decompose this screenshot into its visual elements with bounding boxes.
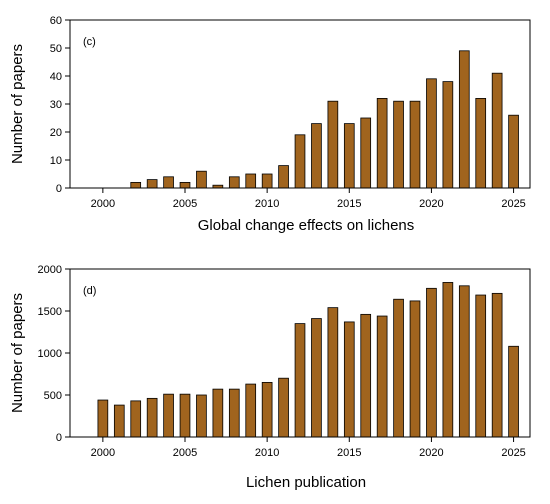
x-axis-title: Lichen publication (246, 474, 366, 491)
bar-2023 (475, 98, 487, 189)
bar-2000 (97, 399, 109, 438)
bar-2011 (278, 165, 289, 189)
bar-2021 (442, 81, 454, 189)
bar-2016 (360, 313, 372, 438)
bar-2018 (393, 100, 404, 189)
x-tick-label: 2005 (173, 198, 197, 210)
chart-panel-d: 0 500 1000 1500 2000 2000 2005 2010 2015 2020 2025… (9, 264, 531, 491)
bar-2005 (179, 181, 191, 189)
bar-2024 (491, 72, 503, 189)
bar-2016 (360, 117, 372, 189)
bar-2004 (163, 176, 174, 189)
y-tick-label: 500 (44, 390, 62, 402)
bar-2004 (163, 393, 174, 438)
y-tick-label: 0 (56, 183, 62, 195)
chart-panel-c: 0 10 20 30 40 50 60 2000 2005 2010 2015 2020 2025 (c)… (9, 15, 531, 234)
bar-2002 (130, 400, 142, 438)
bar-2005 (179, 393, 191, 438)
bar-2009 (245, 173, 257, 189)
y-tick-label: 50 (50, 43, 62, 55)
bar-2008 (228, 388, 240, 438)
bar-2022 (458, 285, 470, 438)
bar-2022 (458, 50, 470, 189)
x-tick-label: 2010 (255, 198, 279, 210)
x-tick-label: 2005 (173, 447, 197, 459)
x-tick-label: 2000 (91, 447, 115, 459)
bar-2025 (508, 345, 519, 438)
bar-2017 (376, 315, 388, 438)
bar-2013 (311, 123, 322, 189)
bar-2015 (343, 123, 355, 189)
x-tick-label: 2020 (419, 198, 443, 210)
bar-2021 (442, 282, 454, 438)
bar-2006 (196, 170, 207, 189)
bar-2024 (491, 292, 503, 438)
bar-2001 (113, 404, 125, 438)
bar-2010 (261, 381, 273, 438)
bar-2014 (327, 307, 339, 438)
bar-2006 (196, 394, 207, 438)
bar-2020 (426, 78, 437, 189)
bar-2020 (426, 287, 437, 438)
bar-2017 (376, 98, 388, 189)
y-tick-label: 20 (50, 127, 62, 139)
bar-2019 (409, 100, 421, 189)
panel-label: (d) (83, 285, 96, 297)
bar-2011 (278, 377, 289, 438)
x-tick-label: 2010 (255, 447, 279, 459)
bar-2023 (475, 294, 487, 438)
bar-2014 (327, 100, 339, 189)
bar-2009 (245, 383, 257, 438)
bar-2013 (311, 318, 322, 438)
bar-2025 (508, 114, 519, 189)
bar-2018 (393, 298, 404, 438)
bar-2012 (294, 323, 306, 438)
y-tick-label: 0 (56, 432, 62, 444)
panel-label: (c) (83, 36, 96, 48)
x-axis-title: Global change effects on lichens (198, 217, 415, 234)
x-tick-label: 2025 (501, 198, 525, 210)
y-tick-label: 1000 (38, 348, 62, 360)
x-tick-label: 2000 (91, 198, 115, 210)
bar-2012 (294, 134, 306, 189)
bar-2019 (409, 300, 421, 438)
bar-2008 (228, 176, 240, 189)
y-axis-title: Number of papers (9, 44, 26, 164)
bar-2003 (146, 179, 158, 189)
bar-2003 (146, 397, 158, 438)
bar-2007 (212, 388, 224, 438)
bar-2015 (343, 321, 355, 438)
y-tick-label: 40 (50, 71, 62, 83)
x-tick-label: 2025 (501, 447, 525, 459)
y-tick-label: 1500 (38, 306, 62, 318)
x-tick-label: 2020 (419, 447, 443, 459)
y-tick-label: 60 (50, 15, 62, 27)
x-tick-label: 2015 (337, 198, 361, 210)
x-tick-label: 2015 (337, 447, 361, 459)
y-tick-label: 2000 (38, 264, 62, 276)
y-tick-label: 10 (50, 155, 62, 167)
y-tick-label: 30 (50, 99, 62, 111)
y-axis-title: Number of papers (9, 293, 26, 413)
bar-2010 (261, 173, 273, 189)
bar-2002 (130, 181, 142, 189)
